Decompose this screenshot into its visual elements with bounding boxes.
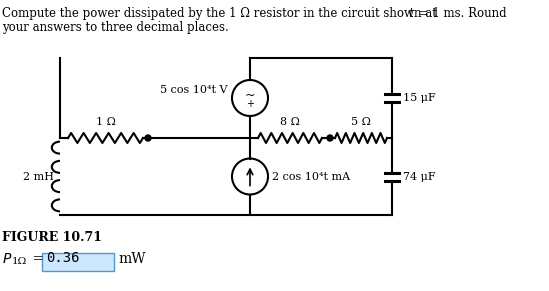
- Text: 74 μF: 74 μF: [403, 171, 435, 182]
- Text: 1 Ω: 1 Ω: [96, 117, 115, 127]
- Text: your answers to three decimal places.: your answers to three decimal places.: [2, 21, 229, 34]
- Text: 5 Ω: 5 Ω: [351, 117, 371, 127]
- Text: 15 μF: 15 μF: [403, 93, 436, 103]
- Text: 2 cos 10⁴t mA: 2 cos 10⁴t mA: [272, 171, 350, 182]
- Text: Compute the power dissipated by the 1 Ω resistor in the circuit shown at: Compute the power dissipated by the 1 Ω …: [2, 7, 441, 20]
- Text: ~: ~: [245, 88, 255, 102]
- FancyBboxPatch shape: [42, 253, 114, 271]
- Text: $P$: $P$: [2, 252, 12, 266]
- Text: 2 mH: 2 mH: [23, 171, 54, 182]
- Text: 1Ω: 1Ω: [12, 257, 27, 266]
- Text: +: +: [246, 99, 254, 109]
- Text: mW: mW: [118, 252, 145, 266]
- Text: =: =: [28, 252, 44, 266]
- Circle shape: [327, 135, 333, 141]
- Text: = 1 ms. Round: = 1 ms. Round: [415, 7, 507, 20]
- Text: $t$: $t$: [408, 7, 415, 20]
- Circle shape: [145, 135, 151, 141]
- Text: 0.36: 0.36: [46, 251, 80, 265]
- Text: FIGURE 10.71: FIGURE 10.71: [2, 231, 102, 244]
- Text: 8 Ω: 8 Ω: [280, 117, 300, 127]
- Text: 5 cos 10⁴t V: 5 cos 10⁴t V: [160, 85, 228, 95]
